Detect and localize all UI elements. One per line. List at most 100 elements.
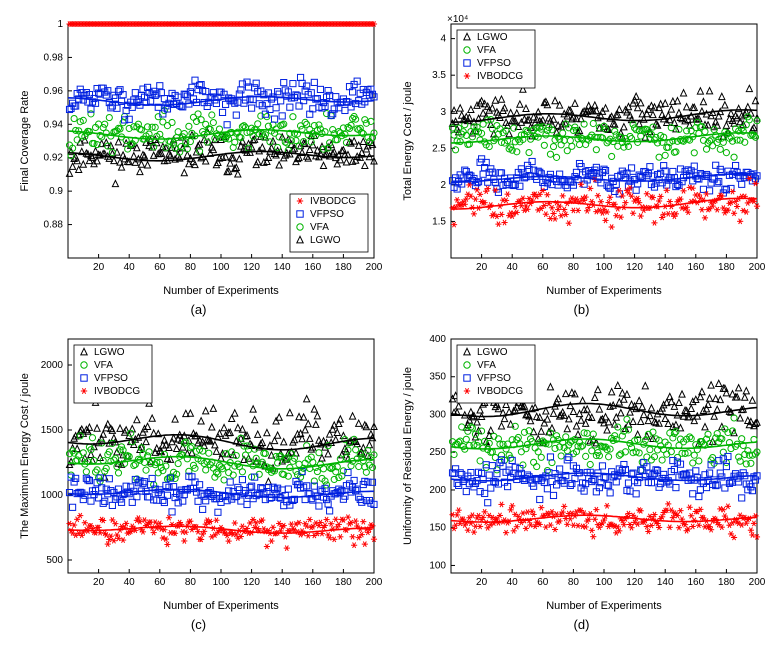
sublabel-d: (d) — [574, 617, 590, 632]
svg-text:VFPSO: VFPSO — [477, 373, 511, 384]
chart-d: 20 40 60 80 100 120 140 160 180 200 100 150 200 250 30… — [397, 325, 767, 615]
svg-text:Number of Experiments: Number of Experiments — [546, 285, 662, 297]
svg-text:400: 400 — [429, 334, 446, 345]
svg-text:VFPSO: VFPSO — [477, 58, 511, 69]
svg-text:20: 20 — [93, 262, 105, 273]
svg-text:200: 200 — [748, 262, 765, 273]
svg-text:40: 40 — [123, 262, 135, 273]
svg-text:0.88: 0.88 — [43, 220, 63, 231]
panel-c: 20 40 60 80 100 120 140 160 180 200 500 1000 1500 200… — [10, 325, 387, 632]
svg-text:LGWO: LGWO — [94, 347, 125, 358]
svg-text:80: 80 — [184, 577, 196, 588]
svg-text:20: 20 — [476, 262, 488, 273]
chart-a: 20 40 60 80 100 120 140 160 180 200 0.88 0.9 0.92 0.9… — [14, 10, 384, 300]
panel-a: 20 40 60 80 100 120 140 160 180 200 0.88 0.9 0.92 0.9… — [10, 10, 387, 317]
svg-text:IVBODCG: IVBODCG — [477, 71, 523, 82]
svg-text:160: 160 — [687, 262, 704, 273]
svg-text:80: 80 — [184, 262, 196, 273]
svg-text:150: 150 — [429, 523, 446, 534]
svg-text:VFA: VFA — [94, 360, 113, 371]
svg-text:120: 120 — [243, 577, 260, 588]
svg-text:60: 60 — [537, 577, 549, 588]
svg-text:1.5: 1.5 — [432, 216, 446, 227]
svg-text:100: 100 — [595, 262, 612, 273]
svg-text:VFA: VFA — [477, 45, 496, 56]
svg-text:140: 140 — [656, 577, 673, 588]
svg-text:2000: 2000 — [40, 360, 63, 371]
svg-text:LGWO: LGWO — [477, 32, 508, 43]
panel-d: 20 40 60 80 100 120 140 160 180 200 100 150 200 250 30… — [393, 325, 770, 632]
chart-b: 20 40 60 80 100 120 140 160 180 200 1.5 2 2.5 3 3.5 4×1… — [397, 10, 767, 300]
chart-grid: 204060801001201401601802000.880.90.920.9… — [10, 10, 770, 632]
svg-text:160: 160 — [304, 262, 321, 273]
svg-text:250: 250 — [429, 447, 446, 458]
svg-text:200: 200 — [365, 577, 382, 588]
svg-text:0.98: 0.98 — [43, 52, 63, 63]
svg-text:180: 180 — [335, 577, 352, 588]
svg-text:200: 200 — [748, 577, 765, 588]
svg-text:VFPSO: VFPSO — [94, 373, 128, 384]
svg-text:160: 160 — [304, 577, 321, 588]
svg-text:VFPSO: VFPSO — [310, 209, 344, 220]
svg-text:2: 2 — [440, 180, 446, 191]
svg-text:3.5: 3.5 — [432, 70, 446, 81]
svg-text:Final Coverage Rate: Final Coverage Rate — [19, 91, 31, 192]
svg-text:0.9: 0.9 — [49, 186, 63, 197]
svg-text:1500: 1500 — [40, 425, 63, 436]
svg-text:100: 100 — [429, 560, 446, 571]
svg-text:IVBODCG: IVBODCG — [477, 386, 523, 397]
svg-text:VFA: VFA — [477, 360, 496, 371]
svg-text:80: 80 — [567, 262, 579, 273]
svg-text:60: 60 — [154, 262, 166, 273]
svg-text:300: 300 — [429, 409, 446, 420]
svg-text:100: 100 — [212, 262, 229, 273]
panel-b: 20 40 60 80 100 120 140 160 180 200 1.5 2 2.5 3 3.5 4×1… — [393, 10, 770, 317]
svg-text:Number of Experiments: Number of Experiments — [163, 600, 279, 612]
svg-text:40: 40 — [506, 262, 518, 273]
svg-text:500: 500 — [46, 555, 63, 566]
svg-text:0.96: 0.96 — [43, 86, 63, 97]
svg-text:140: 140 — [273, 577, 290, 588]
svg-text:180: 180 — [718, 262, 735, 273]
svg-text:60: 60 — [154, 577, 166, 588]
svg-text:200: 200 — [365, 262, 382, 273]
svg-text:40: 40 — [506, 577, 518, 588]
svg-text:120: 120 — [626, 577, 643, 588]
svg-text:1: 1 — [57, 19, 63, 30]
svg-text:2.5: 2.5 — [432, 143, 446, 154]
svg-text:4: 4 — [440, 34, 446, 45]
svg-text:VFA: VFA — [310, 222, 329, 233]
svg-text:IVBODCG: IVBODCG — [94, 386, 140, 397]
svg-text:60: 60 — [537, 262, 549, 273]
svg-text:The Maximum Energy Cost / joul: The Maximum Energy Cost / joule — [19, 373, 31, 539]
svg-text:120: 120 — [626, 262, 643, 273]
svg-text:180: 180 — [718, 577, 735, 588]
svg-text:20: 20 — [476, 577, 488, 588]
svg-text:LGWO: LGWO — [310, 235, 341, 246]
sublabel-b: (b) — [574, 302, 590, 317]
svg-text:100: 100 — [595, 577, 612, 588]
svg-text:Number of Experiments: Number of Experiments — [546, 600, 662, 612]
svg-text:160: 160 — [687, 577, 704, 588]
sublabel-c: (c) — [191, 617, 206, 632]
svg-text:350: 350 — [429, 372, 446, 383]
svg-text:0.94: 0.94 — [43, 119, 63, 130]
svg-text:200: 200 — [429, 485, 446, 496]
svg-text:3: 3 — [440, 107, 446, 118]
chart-c: 20 40 60 80 100 120 140 160 180 200 500 1000 1500 200… — [14, 325, 384, 615]
svg-text:120: 120 — [243, 262, 260, 273]
sublabel-a: (a) — [191, 302, 207, 317]
svg-text:×10⁴: ×10⁴ — [447, 14, 468, 25]
svg-text:Number of Experiments: Number of Experiments — [163, 285, 279, 297]
svg-text:Uniformity of Residual Energy: Uniformity of Residual Energy / joule — [402, 367, 414, 545]
svg-text:20: 20 — [93, 577, 105, 588]
svg-text:180: 180 — [335, 262, 352, 273]
svg-text:140: 140 — [273, 262, 290, 273]
svg-text:IVBODCG: IVBODCG — [310, 196, 356, 207]
svg-text:80: 80 — [567, 577, 579, 588]
svg-text:1000: 1000 — [40, 490, 63, 501]
svg-text:40: 40 — [123, 577, 135, 588]
svg-text:100: 100 — [212, 577, 229, 588]
svg-text:140: 140 — [656, 262, 673, 273]
svg-text:0.92: 0.92 — [43, 153, 63, 164]
